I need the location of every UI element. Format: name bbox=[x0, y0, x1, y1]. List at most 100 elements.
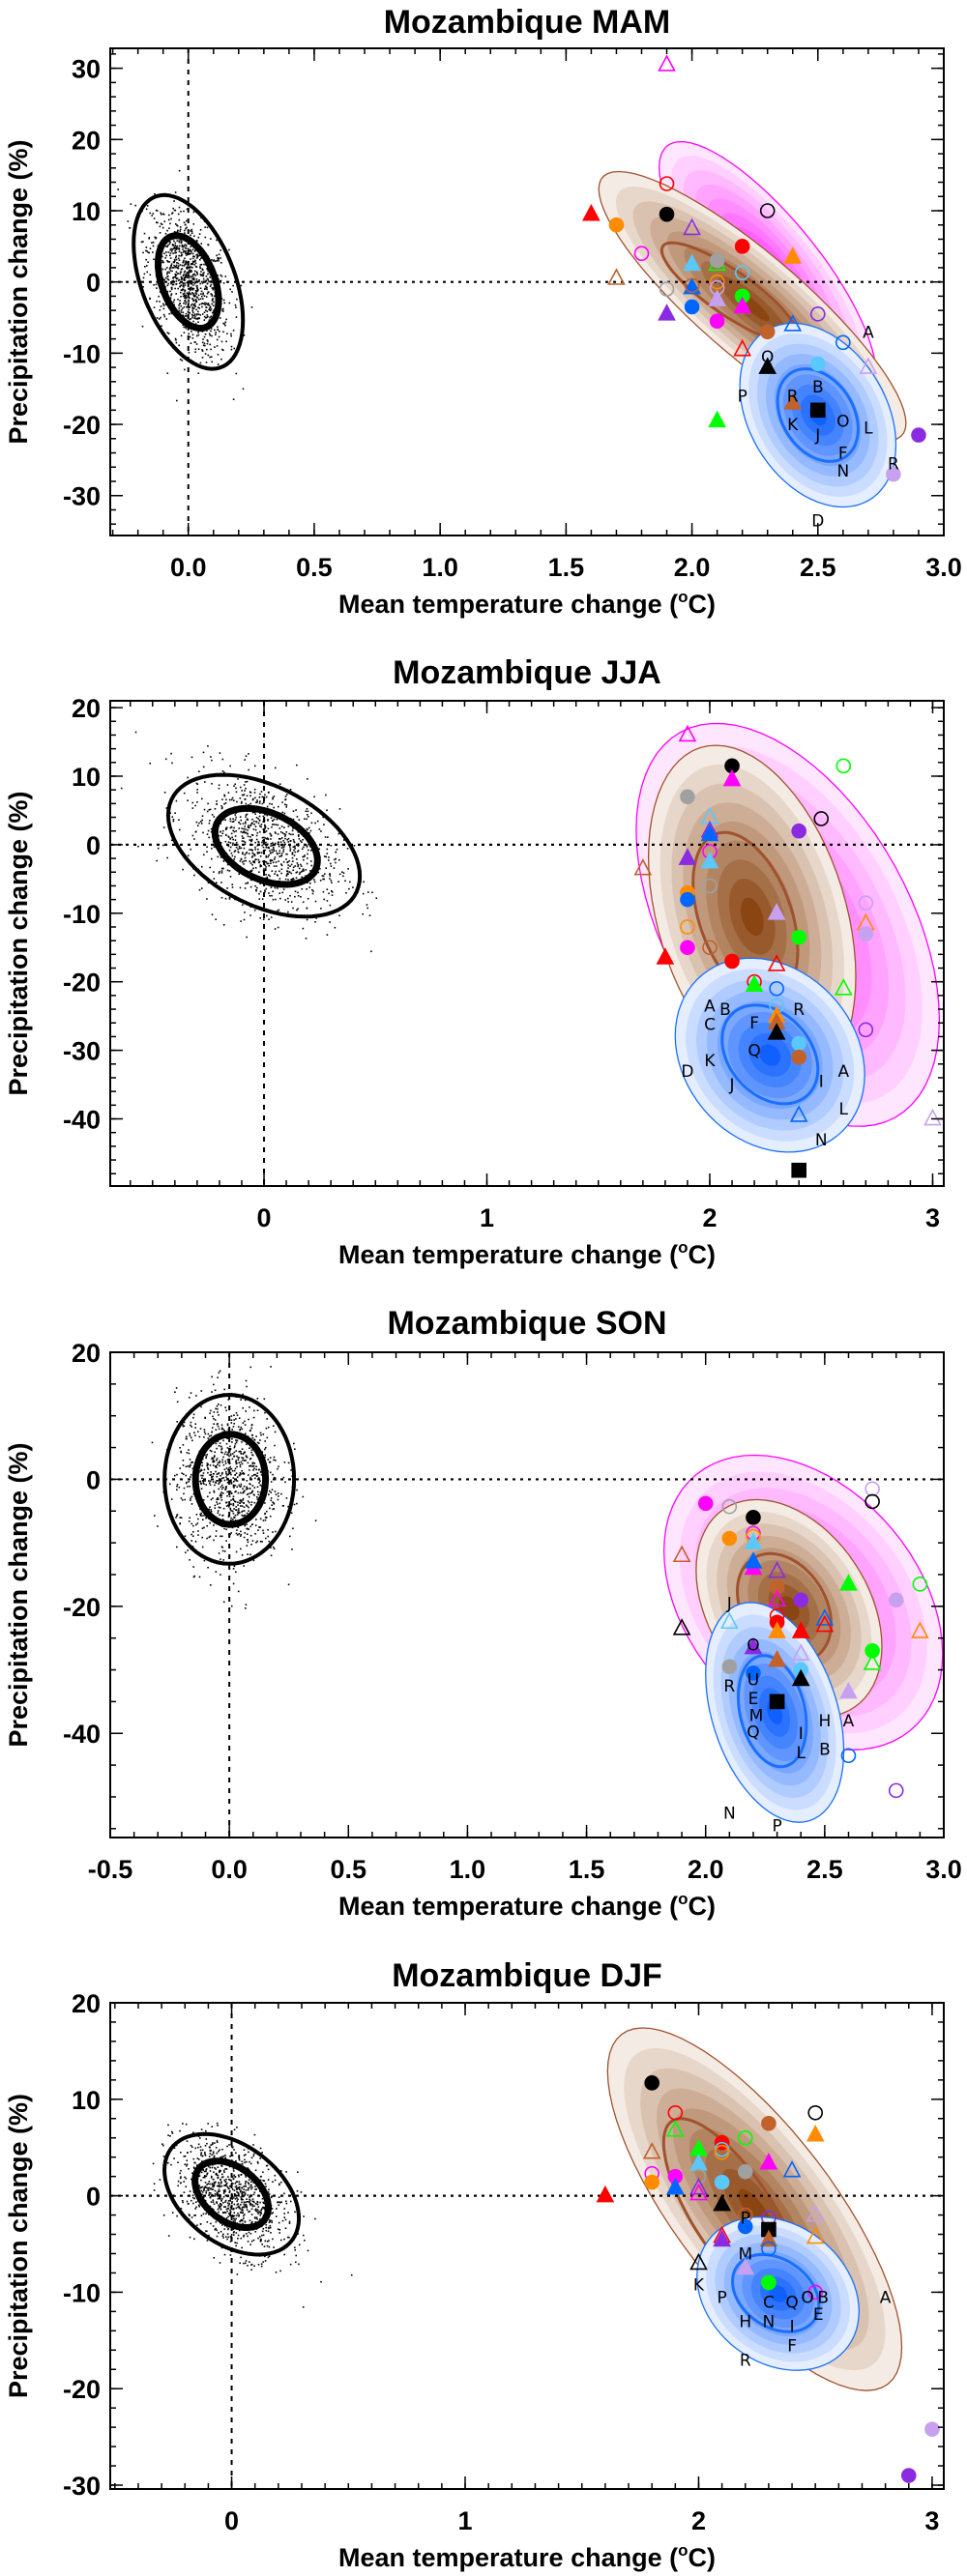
noise-point bbox=[268, 2221, 271, 2223]
noise-point bbox=[308, 886, 310, 888]
noise-point bbox=[195, 318, 197, 320]
noise-point bbox=[190, 1473, 192, 1476]
noise-point bbox=[214, 329, 216, 332]
circle-marker bbox=[791, 823, 806, 839]
noise-point bbox=[291, 829, 294, 832]
noise-point bbox=[232, 2208, 235, 2211]
noise-point bbox=[188, 288, 190, 290]
noise-point bbox=[264, 1440, 266, 1442]
noise-point bbox=[186, 267, 188, 269]
noise-point bbox=[220, 1494, 222, 1497]
noise-point bbox=[202, 766, 205, 768]
noise-point bbox=[221, 832, 224, 835]
noise-point bbox=[219, 2171, 220, 2174]
noise-point bbox=[210, 2201, 213, 2203]
noise-point bbox=[190, 331, 192, 333]
noise-point bbox=[200, 2154, 202, 2156]
noise-point bbox=[233, 1487, 235, 1489]
noise-point bbox=[326, 900, 329, 902]
noise-point bbox=[194, 1423, 197, 1425]
noise-point bbox=[185, 296, 187, 298]
noise-point bbox=[226, 2210, 228, 2213]
noise-point bbox=[199, 258, 201, 261]
noise-point bbox=[240, 1485, 242, 1488]
noise-point bbox=[245, 2204, 248, 2206]
noise-point bbox=[246, 1505, 249, 1508]
noise-point bbox=[326, 853, 329, 854]
noise-point bbox=[159, 301, 161, 303]
noise-point bbox=[170, 2163, 172, 2166]
noise-point bbox=[272, 898, 275, 901]
noise-point bbox=[229, 1445, 231, 1448]
triangle-marker bbox=[656, 947, 675, 965]
x-axis-label: Mean temperature change (oC) bbox=[338, 1238, 716, 1269]
noise-point bbox=[189, 279, 190, 282]
noise-point bbox=[215, 2181, 217, 2184]
noise-point bbox=[204, 226, 206, 228]
noise-point bbox=[255, 889, 257, 892]
noise-point bbox=[215, 1481, 217, 1484]
noise-point bbox=[195, 2201, 197, 2203]
noise-point bbox=[337, 832, 340, 835]
noise-point bbox=[303, 870, 305, 872]
noise-point bbox=[183, 332, 186, 333]
noise-point bbox=[203, 1483, 205, 1485]
noise-point bbox=[269, 2226, 272, 2229]
noise-point bbox=[235, 1472, 238, 1474]
x-tick-label: 2.5 bbox=[800, 553, 836, 582]
noise-point bbox=[300, 896, 302, 898]
noise-point bbox=[212, 260, 215, 262]
noise-point bbox=[144, 266, 146, 268]
noise-point bbox=[181, 360, 184, 362]
noise-point bbox=[242, 823, 245, 825]
noise-point bbox=[255, 2210, 257, 2212]
noise-point bbox=[243, 1485, 246, 1488]
triangle-marker bbox=[722, 768, 742, 787]
noise-point bbox=[229, 1508, 232, 1511]
noise-point bbox=[256, 1475, 258, 1477]
noise-point bbox=[204, 236, 207, 239]
noise-point bbox=[272, 1508, 274, 1511]
noise-point bbox=[221, 2224, 223, 2226]
noise-point bbox=[225, 1528, 227, 1531]
noise-point bbox=[284, 2218, 287, 2221]
noise-point bbox=[199, 314, 201, 316]
noise-point bbox=[284, 796, 287, 797]
noise-point bbox=[178, 240, 181, 243]
noise-point bbox=[300, 840, 302, 842]
noise-point bbox=[231, 2188, 234, 2190]
noise-point bbox=[276, 2208, 278, 2210]
noise-point bbox=[258, 1468, 261, 1471]
noise-point bbox=[228, 1455, 230, 1458]
noise-point bbox=[185, 2123, 188, 2126]
noise-point bbox=[194, 275, 197, 276]
noise-point bbox=[200, 2171, 203, 2174]
noise-point bbox=[302, 901, 305, 904]
noise-point bbox=[267, 820, 269, 822]
triangle-marker bbox=[678, 848, 697, 865]
circle-marker bbox=[809, 306, 826, 322]
noise-point bbox=[201, 2193, 203, 2196]
noise-point bbox=[249, 792, 252, 794]
noise-point bbox=[188, 1520, 190, 1522]
noise-point bbox=[280, 863, 282, 865]
noise-point bbox=[278, 1465, 279, 1468]
noise-point bbox=[193, 273, 195, 275]
noise-point bbox=[206, 1462, 209, 1464]
noise-point bbox=[249, 2160, 250, 2163]
noise-point bbox=[212, 304, 215, 306]
noise-point bbox=[283, 2208, 286, 2210]
noise-point bbox=[230, 1520, 233, 1522]
noise-point bbox=[236, 2181, 239, 2183]
noise-point bbox=[205, 2175, 208, 2178]
noise-point bbox=[170, 288, 173, 291]
noise-point bbox=[212, 2188, 215, 2190]
noise-point bbox=[198, 304, 201, 305]
noise-point bbox=[184, 297, 186, 299]
noise-point bbox=[232, 1582, 235, 1585]
noise-point bbox=[199, 1470, 202, 1472]
noise-point bbox=[194, 262, 197, 265]
y-tick-label: -30 bbox=[63, 1037, 101, 1066]
noise-point bbox=[285, 806, 287, 808]
